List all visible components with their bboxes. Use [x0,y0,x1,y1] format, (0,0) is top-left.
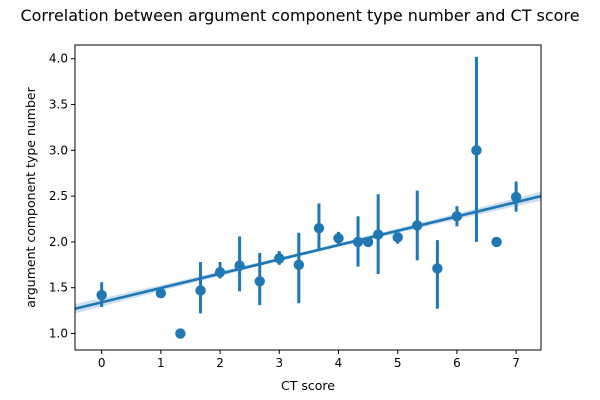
data-point [352,236,364,248]
data-point [313,222,325,234]
y-tick-label: 4.0 [49,52,68,66]
x-axis-label: CT score [281,378,335,393]
data-point [254,276,265,287]
y-axis-label: argument component type number [23,86,38,307]
y-tick-label: 2.0 [49,235,68,249]
y-axis-ticks: 1.0 1.5 2.0 2.5 3.0 3.5 4.0 [49,52,75,341]
plot-frame [74,44,542,351]
data-point [510,191,522,203]
error-bar-layer [100,56,518,314]
y-tick-label: 1.0 [49,327,68,341]
data-point [175,328,186,339]
y-tick-label: 1.5 [49,281,68,295]
data-point [471,145,482,156]
data-point [491,236,502,248]
regression-line-layer [74,194,542,311]
data-point [451,211,463,222]
data-point [96,289,107,301]
x-tick-label: 6 [453,356,461,370]
x-tick-label: 0 [98,356,106,370]
data-point [274,253,285,264]
data-point [195,285,206,296]
x-axis-ticks: 0 1 2 3 4 5 6 7 [98,350,520,370]
y-tick-label: 3.5 [49,98,68,112]
y-tick-label: 2.5 [49,189,68,203]
data-point [432,263,443,274]
data-point [412,220,423,231]
data-point [372,229,384,240]
regression-line [74,194,542,311]
y-tick-label: 3.0 [49,143,68,157]
data-point [392,232,403,243]
x-tick-label: 4 [335,356,343,370]
chart-title: Correlation between argument component t… [20,6,580,25]
data-point [214,266,226,278]
x-tick-label: 5 [394,356,402,370]
x-tick-label: 3 [275,356,283,370]
data-point [293,259,305,271]
data-point [333,233,344,244]
data-point-layer [96,145,522,339]
data-point [155,288,167,299]
x-tick-label: 2 [216,356,224,370]
data-point [362,236,374,248]
x-tick-label: 7 [512,356,520,370]
data-point [234,260,245,271]
x-tick-label: 1 [157,356,165,370]
